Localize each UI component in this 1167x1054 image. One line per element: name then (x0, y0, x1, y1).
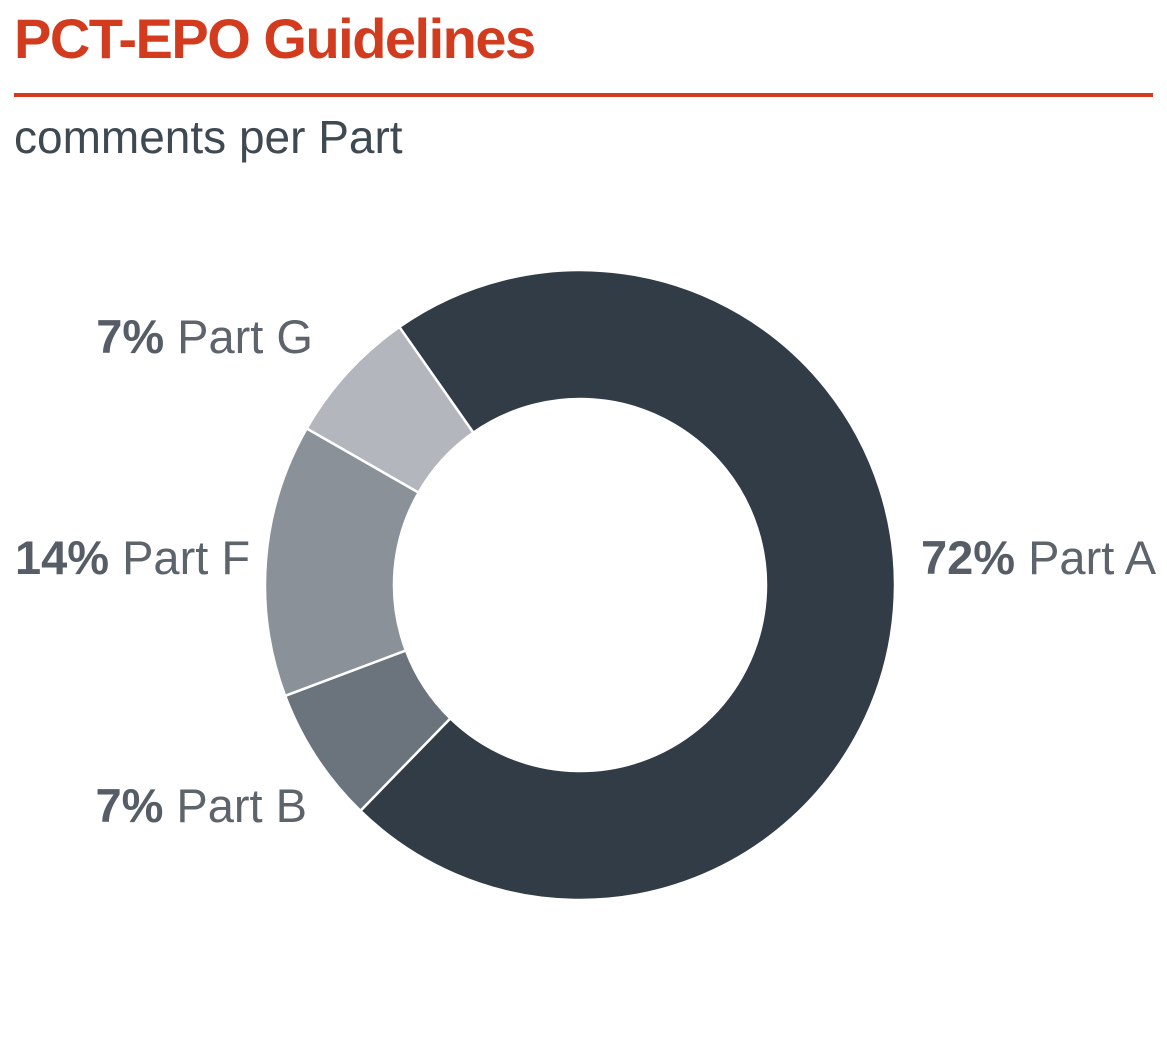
slice-pct-part-g: 7% (96, 310, 165, 363)
donut-slice-part-a (358, 268, 897, 902)
slice-name-part-a: Part A (1028, 531, 1157, 584)
page-title: PCT-EPO Guidelines (14, 7, 536, 70)
slice-pct-part-b: 7% (95, 779, 164, 832)
slice-name-part-f: Part F (122, 531, 251, 584)
page-subtitle: comments per Part (14, 111, 403, 163)
slice-name-part-b: Part B (176, 779, 307, 832)
slice-pct-part-f: 14% (15, 531, 110, 584)
slice-label-part-a: 72% Part A (921, 534, 1156, 581)
slice-pct-part-a: 72% (921, 531, 1016, 584)
slice-name-part-g: Part G (177, 310, 313, 363)
slice-label-part-b: 7% Part B (95, 782, 307, 829)
title-rule (14, 93, 1153, 97)
donut-slice-part-g (304, 325, 476, 495)
slice-label-part-f: 14% Part F (15, 534, 250, 581)
slice-label-part-g: 7% Part G (96, 313, 313, 360)
